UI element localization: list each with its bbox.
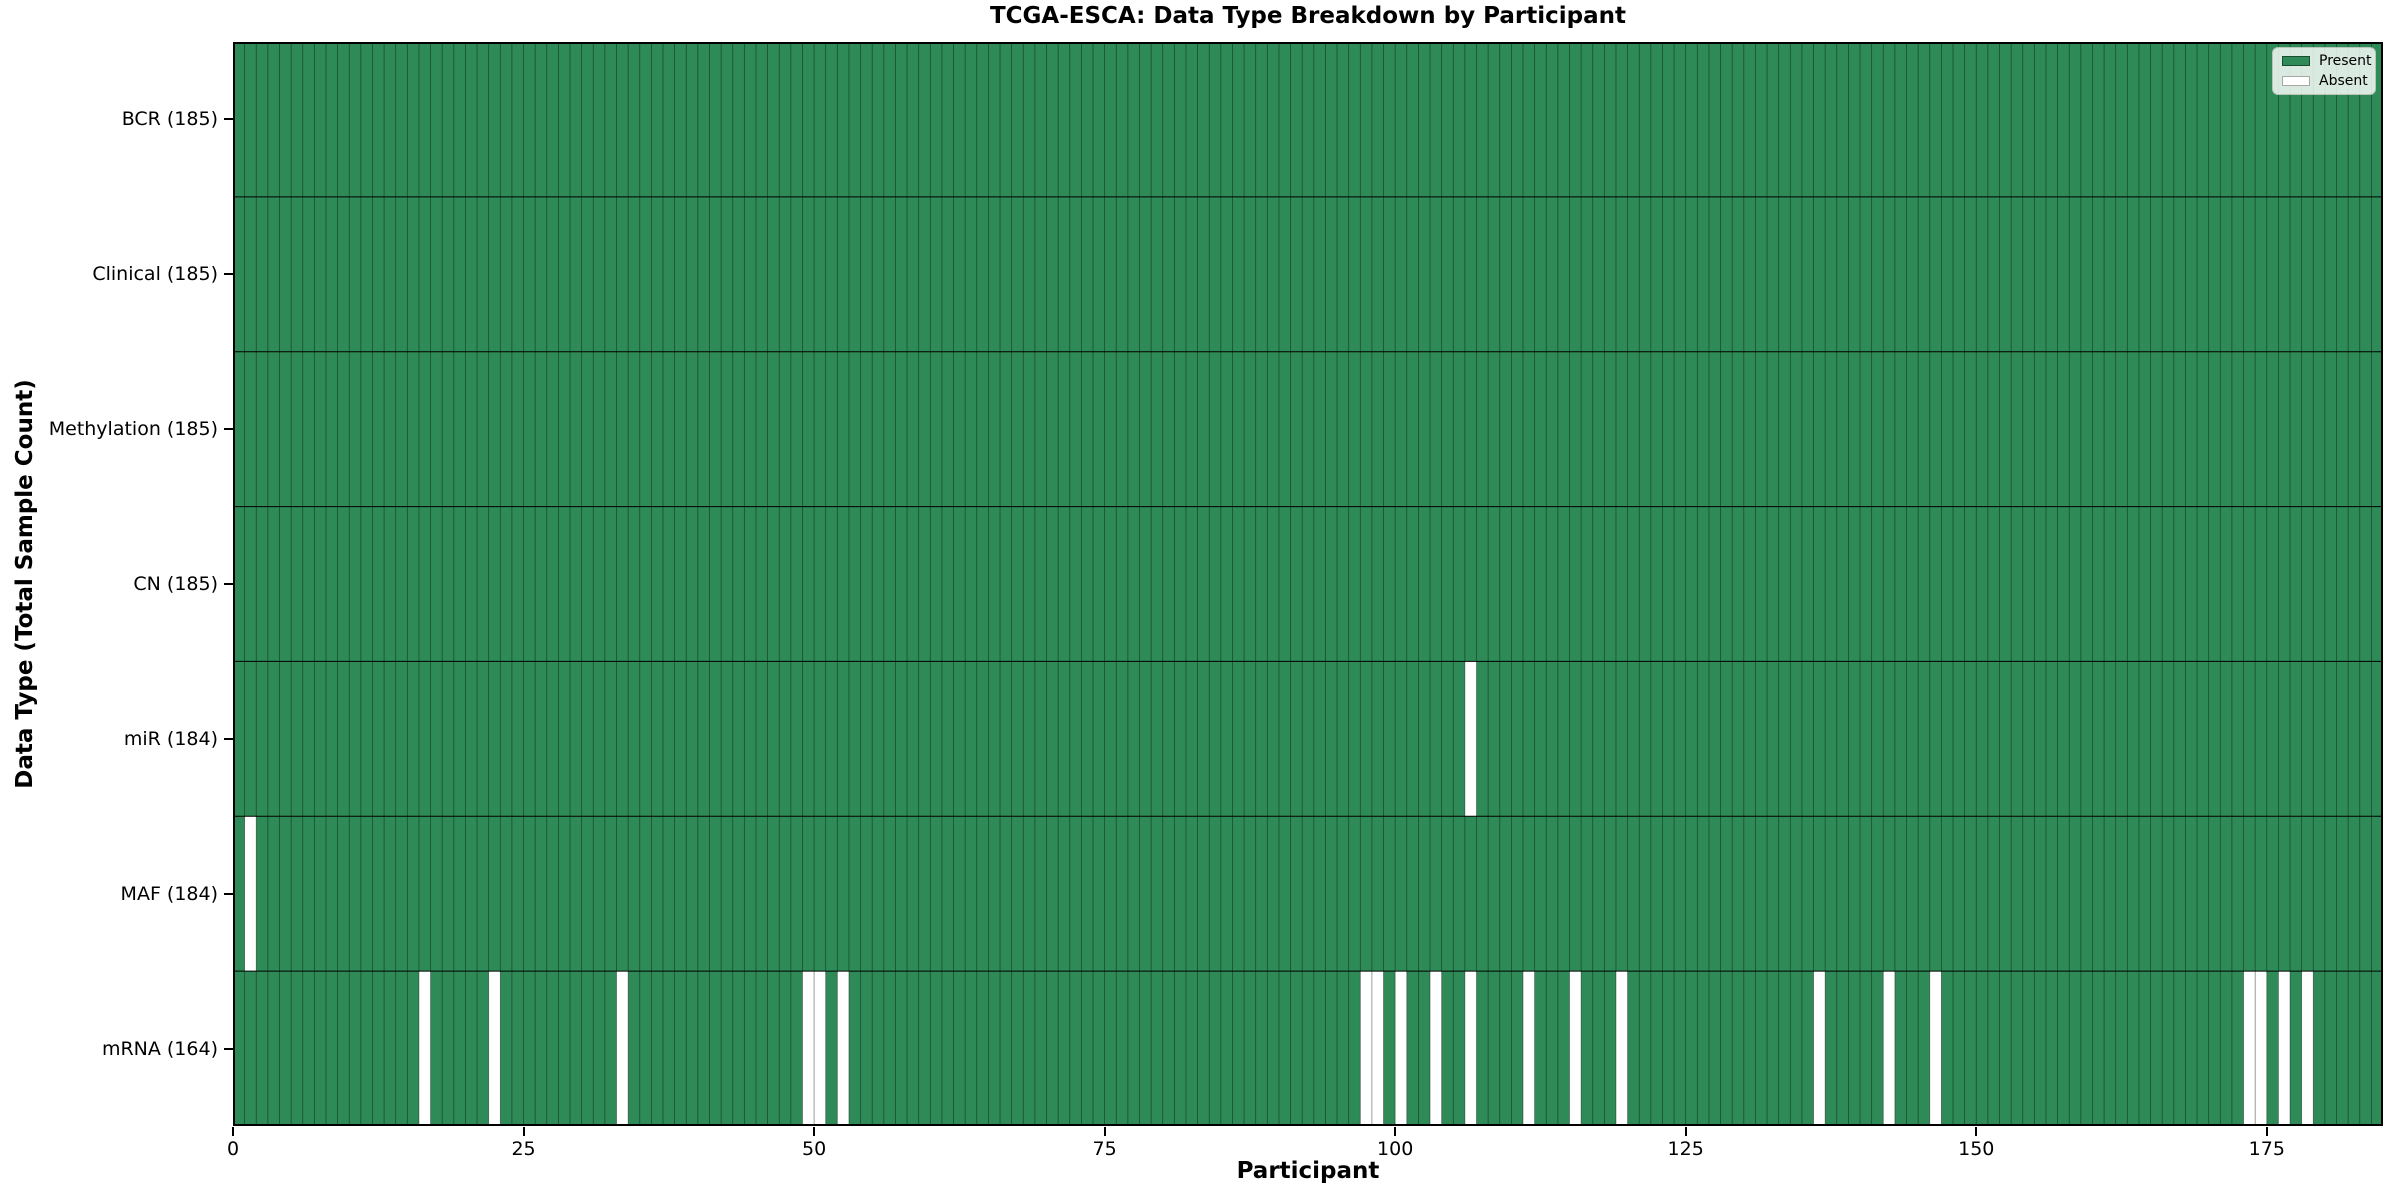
y-tick-label-Methylation: Methylation (185)	[48, 418, 218, 441]
x-tick-mark	[1394, 1127, 1397, 1136]
x-tick-mark	[1103, 1127, 1106, 1136]
x-tick-mark	[1684, 1127, 1687, 1136]
x-axis-label: Participant	[1236, 1158, 1380, 1184]
chart-title: TCGA-ESCA: Data Type Breakdown by Partic…	[989, 3, 1627, 29]
x-tick-mark	[232, 1127, 234, 1136]
absent-label: Absent	[2319, 73, 2368, 89]
x-tick-label: 50	[801, 1138, 827, 1160]
present-swatch	[2282, 56, 2310, 66]
legend-entry-absent: Absent	[2282, 73, 2368, 89]
x-tick-mark	[522, 1127, 525, 1136]
y-tick-mark	[224, 892, 233, 895]
present-label: Present	[2319, 53, 2372, 69]
x-tick-label: 75	[1092, 1138, 1117, 1160]
x-tick-mark	[813, 1127, 816, 1136]
y-tick-mark	[224, 428, 233, 431]
legend: Present Absent	[2272, 47, 2376, 95]
legend-entry-present: Present	[2282, 54, 2372, 68]
y-tick-mark	[224, 583, 233, 585]
x-tick-mark	[1975, 1127, 1978, 1136]
y-tick-label-BCR: BCR (185)	[121, 108, 218, 131]
x-tick-mark	[2265, 1127, 2268, 1136]
y-tick-label-CN: CN (185)	[133, 573, 218, 595]
plot-area	[233, 42, 2383, 1126]
y-tick-label-Clinical: Clinical (185)	[92, 263, 218, 286]
y-tick-label-MAF: MAF (184)	[120, 882, 218, 905]
x-tick-label: 150	[1958, 1138, 1995, 1160]
x-tick-label: 25	[511, 1138, 536, 1160]
y-tick-mark	[224, 273, 233, 276]
y-tick-label-mRNA: mRNA (164)	[101, 1037, 218, 1060]
x-tick-label: 0	[226, 1138, 240, 1160]
x-tick-label: 125	[1667, 1138, 1704, 1160]
presence-heatmap	[233, 42, 2383, 1126]
y-tick-mark	[224, 118, 233, 121]
y-tick-label-miR: miR (184)	[123, 727, 218, 750]
absent-swatch	[2282, 76, 2310, 86]
y-tick-mark	[224, 1047, 233, 1050]
y-tick-mark	[224, 737, 233, 740]
x-tick-label: 100	[1377, 1138, 1414, 1160]
x-tick-label: 175	[2248, 1138, 2285, 1160]
